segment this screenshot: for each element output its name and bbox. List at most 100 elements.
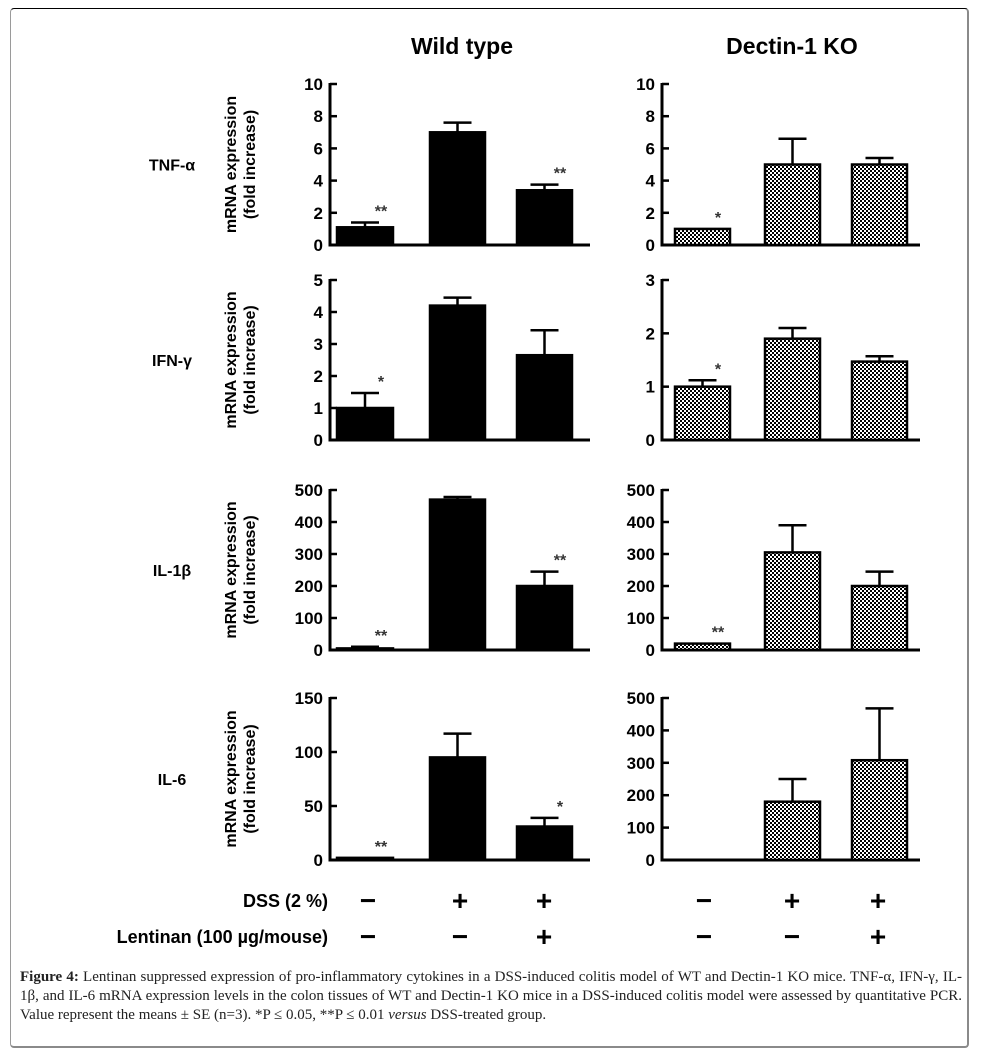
column-title-wild-type: Wild type: [411, 33, 513, 59]
y-tick-label: 200: [627, 577, 655, 596]
y-tick-label: 8: [646, 107, 655, 126]
bar: [428, 498, 487, 652]
bar: [335, 647, 395, 652]
bar: [850, 163, 909, 247]
chart-panel-il-6-wt: IL-6 mRNA expression (fold increase) 0 50 100…: [158, 689, 590, 870]
caption-italic: versus: [388, 1007, 427, 1023]
minus-sign: −: [696, 885, 712, 916]
y-tick-label: 200: [627, 786, 655, 805]
y-tick-label: 1: [314, 399, 323, 418]
y-tick-label: 1: [646, 378, 655, 397]
minus-sign: −: [452, 921, 468, 952]
y-tick-label: 4: [646, 172, 656, 191]
y-tick-label: 10: [304, 75, 323, 94]
significance-marker: **: [554, 166, 567, 183]
bar: [850, 584, 909, 652]
y-tick-label: 100: [627, 819, 655, 838]
significance-marker: **: [375, 203, 388, 220]
significance-marker: **: [712, 625, 725, 642]
caption-text: Lentinan suppressed expression of pro-in…: [20, 969, 962, 1023]
bar: [335, 406, 395, 442]
y-axis-label: (fold increase): [242, 515, 259, 624]
significance-marker: *: [715, 210, 722, 227]
bar: [428, 304, 487, 442]
row-label: IL-1β: [153, 563, 191, 580]
bar: [515, 584, 574, 652]
bar: [673, 385, 732, 442]
y-tick-label: 0: [314, 851, 323, 870]
bar: [763, 551, 822, 652]
y-tick-label: 2: [314, 204, 323, 223]
y-tick-label: 6: [646, 139, 655, 158]
bar: [850, 360, 909, 442]
chart-panel-il-6-ko: 0 100 200 300 400 500: [627, 689, 920, 870]
bar: [763, 337, 822, 442]
y-tick-label: 100: [295, 609, 323, 628]
bar: [515, 189, 574, 247]
y-tick-label: 100: [627, 609, 655, 628]
row-label: IL-6: [158, 772, 187, 789]
significance-marker: **: [375, 628, 388, 645]
y-tick-label: 500: [627, 689, 655, 708]
y-tick-label: 0: [314, 431, 323, 450]
significance-marker: *: [557, 799, 564, 816]
y-tick-label: 300: [627, 545, 655, 564]
y-tick-label: 8: [314, 107, 323, 126]
caption-text-end: DSS-treated group.: [426, 1007, 547, 1023]
y-axis-label: mRNA expression: [223, 710, 240, 847]
y-axis-label: mRNA expression: [223, 96, 240, 233]
chart-panel-tnf--ko: 0 2 4 6 8 10 *: [636, 75, 920, 255]
y-tick-label: 0: [314, 641, 323, 660]
bar: [763, 163, 822, 247]
y-tick-label: 300: [295, 545, 323, 564]
y-tick-label: 6: [314, 139, 323, 158]
y-tick-label: 2: [646, 324, 655, 343]
minus-sign: −: [360, 885, 376, 916]
row-label: TNF-α: [149, 158, 195, 175]
figure-frame: [10, 8, 969, 1048]
bar: [335, 856, 395, 862]
y-tick-label: 0: [646, 236, 655, 255]
y-axis-label: (fold increase): [242, 305, 259, 414]
y-tick-label: 400: [627, 513, 655, 532]
minus-sign: −: [784, 921, 800, 952]
chart-panel-il-1--ko: 0 100 200 300 400 500 **: [627, 481, 920, 660]
y-tick-label: 500: [295, 481, 323, 500]
y-tick-label: 3: [314, 335, 323, 354]
plus-sign: +: [536, 885, 552, 916]
plus-sign: +: [870, 921, 886, 952]
y-tick-label: 400: [627, 721, 655, 740]
y-tick-label: 0: [646, 641, 655, 660]
y-tick-label: 100: [295, 743, 323, 762]
plus-sign: +: [784, 885, 800, 916]
y-tick-label: 3: [646, 271, 655, 290]
bar: [850, 758, 909, 862]
y-tick-label: 300: [627, 754, 655, 773]
chart-panel-ifn--wt: IFN-γ mRNA expression (fold increase) 0 1 2 3 4…: [152, 271, 590, 450]
significance-marker: **: [375, 839, 388, 856]
treatment-label: DSS (2 %): [243, 891, 328, 911]
y-axis-label: mRNA expression: [223, 291, 240, 428]
y-tick-label: 10: [636, 75, 655, 94]
y-tick-label: 200: [295, 577, 323, 596]
y-axis-label: (fold increase): [242, 724, 259, 833]
y-tick-label: 2: [646, 204, 655, 223]
plus-sign: +: [870, 885, 886, 916]
y-tick-label: 0: [646, 431, 655, 450]
y-axis-label: mRNA expression: [223, 501, 240, 638]
significance-marker: *: [378, 374, 385, 391]
chart-panel-tnf--wt: TNF-α mRNA expression (fold increase) 0 2 4 6 8…: [149, 75, 590, 255]
chart-panel-il-1--wt: IL-1β mRNA expression (fold increase) 0 100 2…: [153, 481, 590, 660]
figure-caption: Figure 4: Lentinan suppressed expression…: [20, 968, 962, 1025]
bar: [428, 131, 487, 247]
y-tick-label: 0: [314, 236, 323, 255]
y-tick-label: 5: [314, 271, 323, 290]
bar: [763, 800, 822, 862]
bar: [428, 756, 487, 862]
y-tick-label: 50: [304, 797, 323, 816]
row-label: IFN-γ: [152, 353, 192, 370]
y-tick-label: 500: [627, 481, 655, 500]
y-tick-label: 4: [314, 172, 324, 191]
y-tick-label: 400: [295, 513, 323, 532]
